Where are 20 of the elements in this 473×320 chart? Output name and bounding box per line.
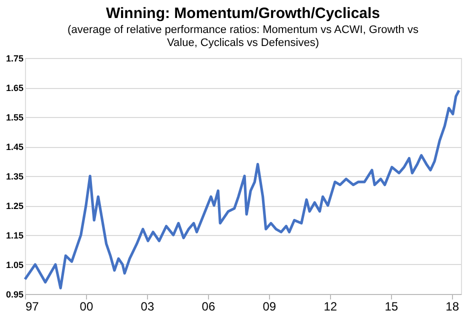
x-tick-label: 09 [262,300,276,314]
y-tick-label: 1.35 [6,172,24,182]
x-tick-label: 12 [324,300,338,314]
x-tick-label: 03 [140,300,154,314]
y-tick-label: 0.95 [6,290,24,300]
x-tick-label: 18 [446,300,460,314]
y-tick-label: 1.55 [6,112,24,122]
x-tick-label: 00 [80,300,94,314]
x-tick-label: 15 [384,300,398,314]
x-tick-label: 97 [26,300,40,314]
y-tick-label: 1.75 [6,54,24,64]
line-series [24,89,460,290]
y-tick-label: 1.15 [6,230,24,240]
chart-title: Winning: Momentum/Growth/Cyclicals [106,5,380,22]
chart-subtitle: (average of relative performance ratios: Momentum vs ACWI, Growth vs Value, Cyclicals vs Defensives) [68,24,419,49]
y-tick-label: 1.65 [6,83,24,93]
y-tick-label: 1.25 [6,201,24,211]
y-tick-label: 1.05 [6,260,24,270]
y-tick-label: 1.45 [6,142,24,152]
x-tick-label: 06 [202,300,216,314]
